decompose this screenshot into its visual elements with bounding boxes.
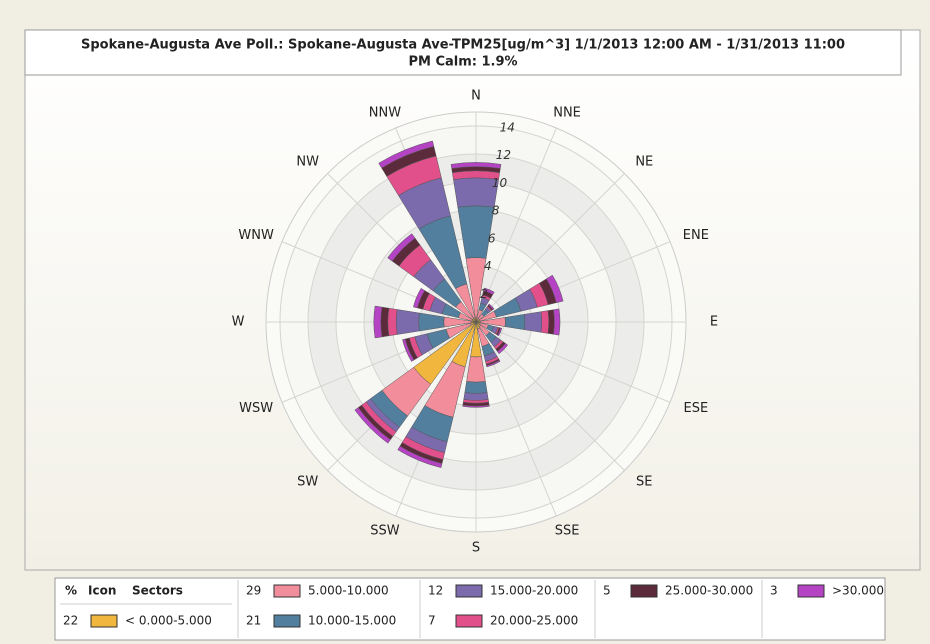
legend-header: % bbox=[65, 584, 77, 598]
legend-percent: 22 bbox=[63, 614, 78, 628]
direction-label: W bbox=[232, 315, 245, 330]
chart-title: Spokane-Augusta Ave Poll.: Spokane-Augus… bbox=[81, 38, 845, 53]
legend-percent: 29 bbox=[246, 584, 261, 598]
wedge-segment bbox=[464, 381, 488, 394]
legend-percent: 12 bbox=[428, 584, 443, 598]
r-tick-label: 14 bbox=[500, 120, 515, 134]
r-tick-label: 12 bbox=[496, 148, 511, 162]
wedge-segment bbox=[387, 307, 398, 337]
wedge-segment bbox=[546, 274, 564, 304]
legend-swatch bbox=[90, 614, 118, 628]
legend-label: < 0.000-5.000 bbox=[125, 614, 212, 628]
wedge-segment bbox=[378, 140, 435, 169]
legend-label: >30.000 bbox=[832, 584, 884, 598]
legend-swatch bbox=[455, 584, 483, 598]
legend-swatch bbox=[630, 584, 658, 598]
wedge-segment bbox=[402, 338, 415, 362]
wedge-segment bbox=[413, 288, 426, 309]
legend-percent: 5 bbox=[603, 584, 611, 598]
direction-label: SW bbox=[297, 474, 318, 489]
direction-label: S bbox=[472, 541, 480, 556]
wedge-segment bbox=[380, 306, 390, 338]
wedge-segment bbox=[524, 311, 543, 333]
wedge-segment bbox=[497, 343, 509, 355]
legend-label: 25.000-30.000 bbox=[665, 584, 753, 598]
direction-label: N bbox=[471, 89, 481, 104]
direction-label: WNW bbox=[238, 228, 274, 243]
direction-label: SSW bbox=[370, 523, 400, 538]
direction-label: NNW bbox=[369, 106, 401, 121]
r-tick-label: 8 bbox=[492, 204, 500, 218]
r-tick-label: 2 bbox=[480, 287, 488, 301]
legend-percent: 3 bbox=[770, 584, 778, 598]
legend-swatch bbox=[455, 614, 483, 628]
wedge-segment bbox=[397, 445, 443, 468]
wedge-segment bbox=[483, 287, 495, 295]
direction-label: NE bbox=[635, 155, 653, 170]
wedge-segment bbox=[395, 309, 420, 335]
direction-label: E bbox=[710, 315, 718, 330]
direction-label: SE bbox=[636, 474, 652, 489]
legend-label: 10.000-15.000 bbox=[308, 614, 396, 628]
legend-label: 5.000-10.000 bbox=[308, 584, 389, 598]
wedge-segment bbox=[387, 233, 416, 262]
wedge-segment bbox=[547, 309, 555, 335]
legend-swatch bbox=[273, 614, 301, 628]
wedge-segment bbox=[540, 310, 550, 334]
wedge-segment bbox=[497, 327, 503, 337]
legend-swatch bbox=[273, 584, 301, 598]
legend-header: Sectors bbox=[132, 584, 183, 598]
title-box bbox=[24, 29, 902, 76]
wedge-segment bbox=[487, 303, 495, 311]
direction-label: ENE bbox=[683, 228, 709, 243]
legend-swatch bbox=[797, 584, 825, 598]
direction-label: ESE bbox=[684, 401, 709, 416]
chart-subtitle: PM Calm: 1.9% bbox=[408, 55, 517, 70]
direction-label: WSW bbox=[239, 401, 273, 416]
wedge-segment bbox=[486, 359, 501, 368]
legend: % Icon Sectors 22 < 0.000-5.000 29 5.000-10.00… bbox=[60, 580, 884, 638]
legend-label: 15.000-20.000 bbox=[490, 584, 578, 598]
direction-label: SSE bbox=[555, 523, 580, 538]
direction-label: NNE bbox=[553, 106, 581, 121]
wedge-segment bbox=[463, 392, 489, 401]
wedge-segment bbox=[373, 305, 383, 339]
spoke bbox=[475, 321, 671, 403]
legend-header: Icon bbox=[88, 584, 116, 598]
r-tick-label: 6 bbox=[488, 231, 496, 245]
wedge-segment bbox=[450, 162, 502, 169]
wedge-segment bbox=[553, 308, 561, 336]
wedge-segment bbox=[354, 407, 391, 444]
legend-percent: 7 bbox=[428, 614, 436, 628]
wedge-segment bbox=[462, 404, 490, 408]
direction-label: NW bbox=[296, 155, 319, 170]
legend-percent: 21 bbox=[246, 614, 261, 628]
spoke bbox=[475, 173, 625, 323]
legend-label: 20.000-25.000 bbox=[490, 614, 578, 628]
r-tick-label: 10 bbox=[492, 176, 508, 190]
r-tick-label: 4 bbox=[484, 259, 492, 273]
